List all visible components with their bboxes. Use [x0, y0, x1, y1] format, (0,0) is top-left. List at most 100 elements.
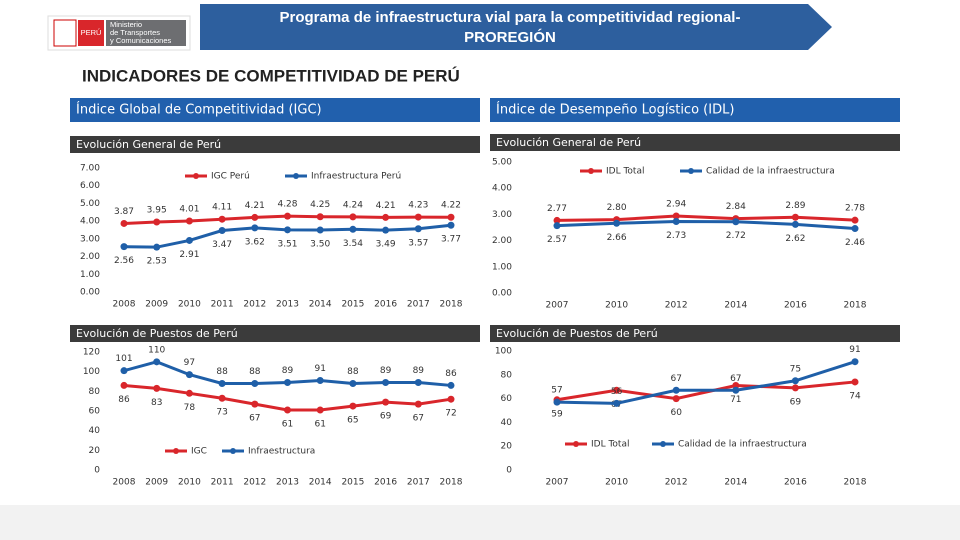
data-label: 2.91 — [179, 250, 199, 260]
y-tick-label: 100 — [495, 347, 512, 357]
data-point — [153, 218, 161, 226]
data-label: 88 — [249, 367, 261, 377]
data-point — [791, 213, 799, 221]
data-label: 2.80 — [607, 203, 627, 213]
data-point — [120, 243, 128, 251]
data-point — [382, 213, 390, 221]
data-point — [218, 227, 226, 235]
section-bar — [70, 98, 480, 122]
logo-text: PERÚ — [81, 28, 102, 37]
data-label: 2.89 — [785, 201, 805, 211]
x-tick-label: 2017 — [407, 478, 430, 488]
y-tick-label: 5.00 — [492, 158, 512, 168]
x-tick-label: 2008 — [113, 478, 136, 488]
data-label: 2.72 — [726, 231, 746, 241]
x-tick-label: 2014 — [724, 478, 747, 488]
x-tick-label: 2018 — [440, 300, 463, 310]
data-point — [185, 371, 193, 379]
x-tick-label: 2016 — [784, 478, 807, 488]
data-point — [553, 398, 561, 406]
data-label: 83 — [151, 398, 162, 408]
data-point — [672, 386, 680, 394]
data-point — [284, 406, 291, 414]
legend-marker — [588, 168, 594, 174]
data-label: 2.66 — [607, 233, 627, 243]
y-tick-label: 120 — [83, 348, 100, 358]
data-label: 71 — [730, 395, 741, 405]
x-tick-label: 2018 — [844, 478, 867, 488]
panel-title: Evolución General de Perú — [496, 136, 641, 149]
y-tick-label: 40 — [501, 418, 513, 428]
y-tick-label: 0.00 — [492, 289, 512, 299]
y-tick-label: 100 — [83, 367, 100, 377]
panel-header — [70, 325, 480, 342]
data-label: 3.87 — [114, 207, 134, 217]
data-point — [120, 367, 128, 375]
data-point — [851, 216, 859, 224]
data-point — [185, 236, 193, 244]
legend-marker — [230, 448, 236, 454]
data-label: 61 — [282, 420, 293, 430]
logo-shield — [53, 19, 77, 47]
data-label: 3.77 — [441, 235, 461, 245]
data-point — [120, 219, 128, 227]
data-label: 67 — [670, 374, 681, 384]
data-label: 4.28 — [277, 200, 297, 210]
panel-title: Evolución General de Perú — [76, 138, 221, 151]
y-tick-label: 2.00 — [80, 252, 100, 262]
x-tick-label: 2007 — [546, 301, 569, 311]
x-tick-label: 2013 — [276, 300, 299, 310]
data-point — [613, 399, 621, 407]
legend-marker — [193, 173, 199, 179]
data-point — [447, 381, 455, 389]
data-point — [120, 381, 128, 389]
y-tick-label: 4.00 — [80, 217, 100, 227]
data-point — [791, 220, 799, 228]
panel-header — [490, 134, 900, 151]
data-label: 89 — [413, 366, 425, 376]
logo-red — [78, 20, 104, 46]
data-label: 4.21 — [376, 201, 396, 211]
data-label: 67 — [249, 414, 260, 424]
x-tick-label: 2018 — [844, 301, 867, 311]
data-label: 3.95 — [147, 206, 167, 216]
page-subtitle: INDICADORES DE COMPETITIVIDAD DE PERÚ — [82, 66, 460, 85]
data-point — [218, 394, 226, 402]
x-tick-label: 2016 — [784, 301, 807, 311]
x-tick-label: 2012 — [665, 478, 688, 488]
data-point — [349, 225, 357, 233]
y-tick-label: 1.00 — [80, 270, 100, 280]
panel-header — [490, 325, 900, 342]
data-point — [613, 386, 621, 394]
y-tick-label: 80 — [501, 370, 513, 380]
data-point — [349, 379, 357, 387]
y-tick-label: 3.00 — [80, 234, 100, 244]
legend-label: IGC — [191, 447, 207, 457]
series-line — [556, 360, 856, 405]
title-banner — [200, 4, 832, 50]
data-label: 3.54 — [343, 239, 363, 249]
data-label: 60 — [670, 408, 682, 418]
panel-title: Evolución de Puestos de Perú — [496, 327, 658, 340]
data-label: 69 — [380, 412, 392, 422]
data-label: 2.77 — [547, 204, 567, 214]
data-point — [153, 358, 161, 366]
data-label: 3.49 — [376, 240, 396, 250]
data-label: 3.47 — [212, 240, 232, 250]
series-line — [556, 219, 856, 231]
legend-marker — [173, 448, 179, 454]
data-point — [553, 216, 561, 224]
data-label: 2.57 — [547, 235, 567, 245]
x-tick-label: 2011 — [211, 300, 234, 310]
y-tick-label: 7.00 — [80, 164, 100, 174]
x-tick-label: 2017 — [407, 300, 430, 310]
x-tick-label: 2008 — [113, 300, 136, 310]
data-point — [218, 379, 226, 387]
data-label: 88 — [347, 367, 359, 377]
x-tick-label: 2007 — [546, 478, 569, 488]
y-tick-label: 5.00 — [80, 199, 100, 209]
x-tick-label: 2010 — [178, 300, 201, 310]
x-tick-label: 2013 — [276, 478, 299, 488]
data-label: 2.46 — [845, 238, 865, 248]
